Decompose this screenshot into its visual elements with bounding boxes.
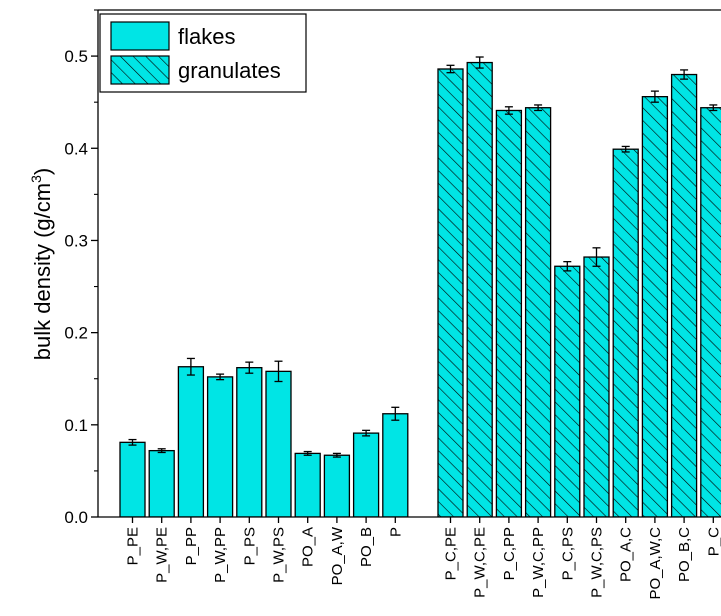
y-tick-label: 0.0 [64, 508, 88, 527]
category-label: P_C,PP [501, 527, 518, 580]
bar-flakes [352, 432, 380, 517]
y-axis-title: bulk density (g/cm3) [28, 168, 55, 360]
y-tick-label: 0.4 [64, 139, 88, 158]
y-tick-label: 0.1 [64, 416, 88, 435]
category-label: P_C,PE [443, 527, 460, 580]
bar-flakes [265, 370, 292, 517]
bar-granulates [524, 107, 552, 517]
category-label: PO_A [300, 527, 317, 567]
category-label: P_W,PS [271, 527, 288, 583]
category-label: P_W,PE [154, 527, 171, 583]
bar-granulates [583, 256, 610, 517]
bar-granulates [466, 61, 493, 517]
y-tick-label: 0.2 [64, 324, 88, 343]
category-label: P_C [705, 527, 721, 556]
bar-granulates [554, 265, 581, 517]
category-label: PO_A,C [618, 527, 635, 582]
y-tick-label: 0.5 [64, 47, 88, 66]
category-label: P_PP [183, 527, 200, 565]
category-label: PO_A,W [329, 526, 346, 585]
legend-label-granulates: granulates [178, 58, 281, 83]
category-label: PO_B,C [676, 527, 693, 582]
category-label: PO_A,W,C [647, 527, 664, 600]
category-label: P_PS [241, 527, 258, 565]
category-label: P_W,C,PS [589, 527, 606, 598]
category-labels: P_PE P_W,PE P_PP P_W,PP P_PS P_W,PS PO_A PO_A,W… [125, 517, 721, 600]
bar-flakes [236, 367, 263, 517]
bar-flakes [148, 449, 175, 517]
bar-granulates [437, 68, 464, 517]
category-label: P_C,PS [559, 527, 576, 580]
bar-flakes [323, 454, 351, 517]
legend: flakes granulates [99, 13, 307, 93]
legend-swatch-granulates [110, 55, 170, 85]
bar-flakes [294, 452, 321, 517]
axis-layer: 0.0 0.1 0.2 0.3 0.4 0.5 [64, 9, 721, 527]
bar-flakes [382, 413, 409, 517]
bar-granulates [612, 148, 639, 517]
category-label: P_W,C,PE [472, 527, 489, 598]
bar-granulates [700, 107, 721, 517]
bar-flakes [206, 376, 234, 517]
legend-swatch-flakes [110, 21, 170, 51]
bar-granulates [670, 73, 698, 517]
category-label: P_W,C,PP [530, 527, 547, 598]
legend-label-flakes: flakes [178, 24, 235, 49]
bar-flakes [177, 366, 205, 517]
category-label: P_PE [125, 527, 142, 565]
y-tick-label: 0.3 [64, 231, 88, 250]
category-label: P_W,PP [212, 527, 229, 583]
category-label: PO_B [358, 527, 375, 567]
bar-granulates [641, 96, 669, 517]
bars-layer [119, 56, 721, 517]
bar-granulates [495, 109, 523, 517]
bar-flakes [119, 441, 146, 517]
category-label: P [387, 527, 404, 537]
y-axis-title-superscript: 3 [28, 175, 44, 183]
